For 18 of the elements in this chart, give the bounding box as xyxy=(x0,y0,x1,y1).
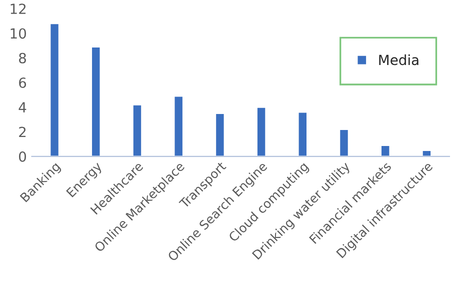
y-tick-label: 6 xyxy=(19,77,26,88)
y-tick-label: 2 xyxy=(19,126,26,138)
bar xyxy=(256,106,267,156)
bar xyxy=(49,22,60,156)
bar xyxy=(90,46,102,156)
y-tick-label: 12 xyxy=(10,4,26,14)
y-tick-label: 4 xyxy=(18,102,26,112)
bar xyxy=(421,150,432,156)
y-tick-label: 10 xyxy=(10,28,26,39)
bar xyxy=(380,144,391,156)
legend-label: Media xyxy=(379,54,418,66)
bar xyxy=(214,112,226,156)
bar xyxy=(173,95,184,156)
y-tick-label: 0 xyxy=(19,151,26,162)
bar xyxy=(338,128,350,156)
y-tick-label: 8 xyxy=(19,52,26,64)
bar xyxy=(132,104,142,156)
bar xyxy=(297,111,308,156)
